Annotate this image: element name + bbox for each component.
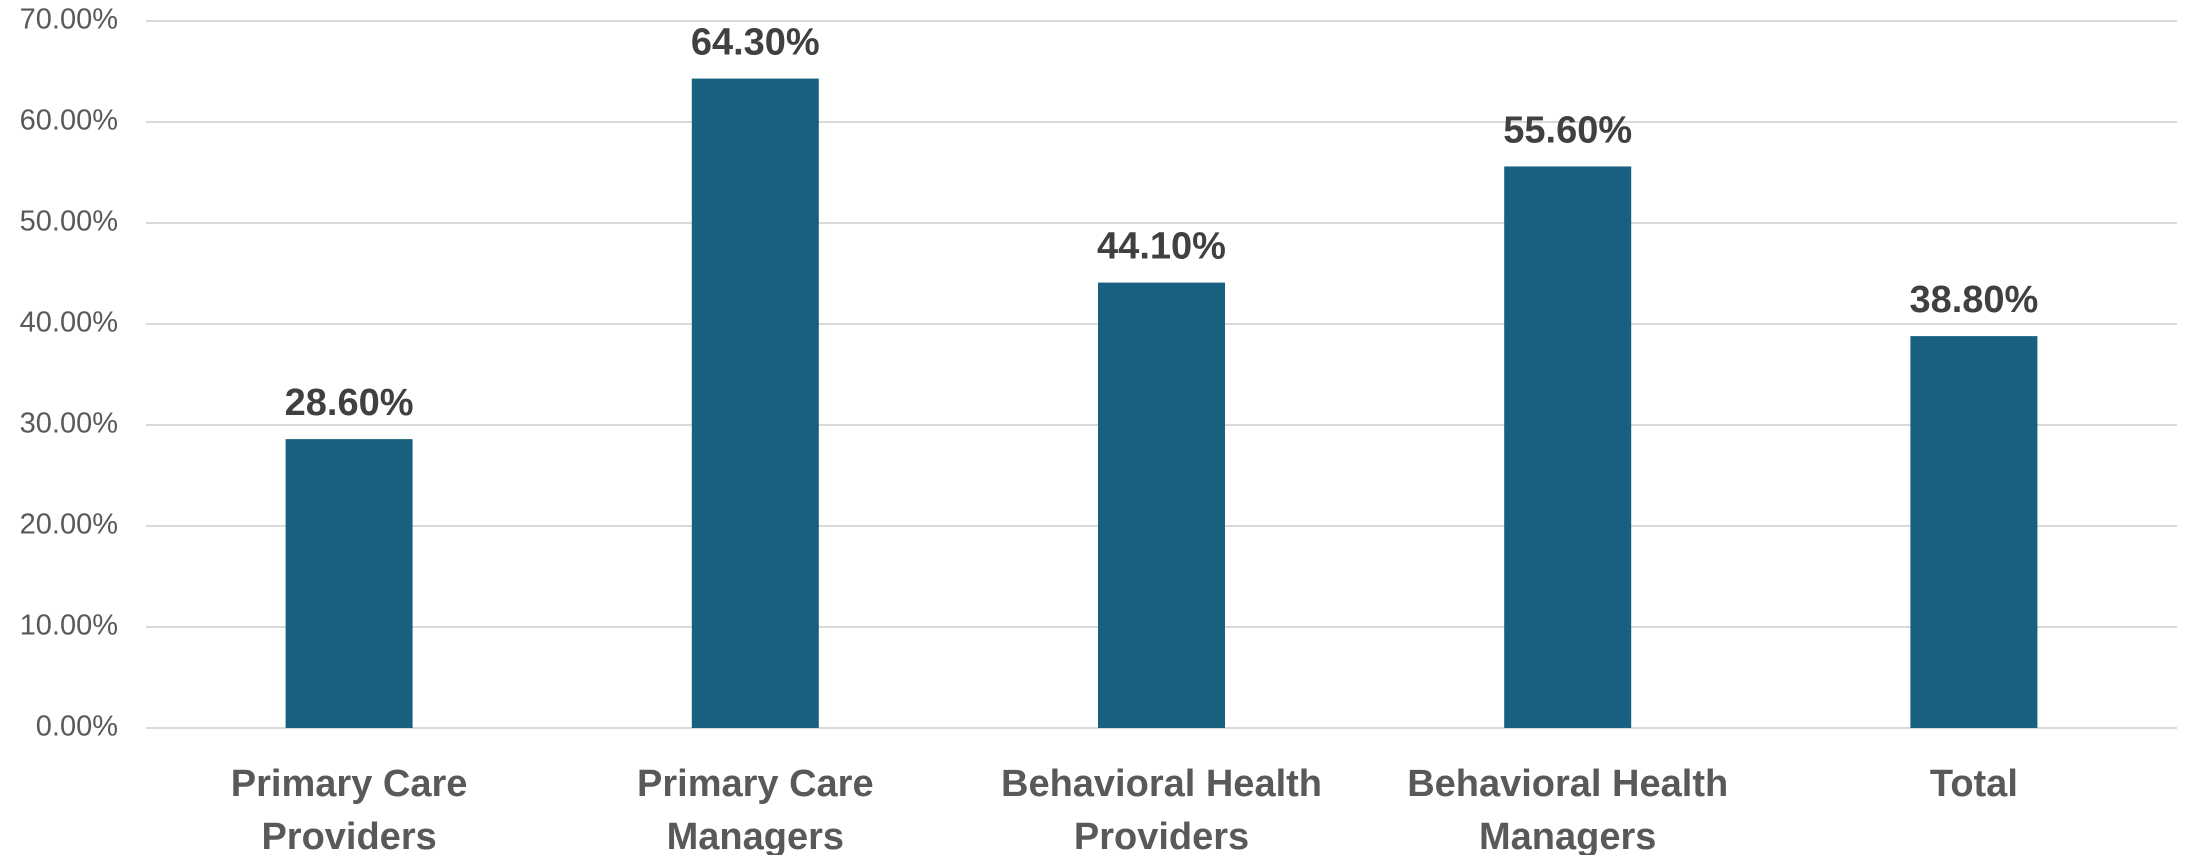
data-label: 28.60% bbox=[285, 382, 414, 424]
y-tick-label: 70.00% bbox=[20, 4, 118, 36]
bar bbox=[285, 439, 413, 728]
x-tick-label-line: Primary Care bbox=[231, 763, 468, 805]
x-tick-label: Total bbox=[1930, 763, 2018, 805]
data-label: 64.30% bbox=[691, 22, 820, 64]
bar bbox=[1098, 282, 1225, 728]
x-tick-label-line: Managers bbox=[1479, 816, 1656, 855]
x-tick-label: Behavioral Health Providers bbox=[1001, 763, 1322, 855]
bars bbox=[285, 78, 2038, 728]
y-tick-label: 30.00% bbox=[20, 408, 118, 440]
x-tick-label-line: Total bbox=[1930, 763, 2018, 805]
bar bbox=[1504, 166, 1632, 728]
x-tick-label-line: Managers bbox=[667, 816, 844, 855]
data-labels: 28.60% 64.30% 44.10% 55.60% 38.80% bbox=[285, 22, 2039, 425]
y-tick-label: 60.00% bbox=[20, 105, 118, 137]
x-axis: Primary Care Providers Primary Care Manager… bbox=[231, 763, 2018, 855]
y-tick-label: 10.00% bbox=[20, 610, 118, 642]
x-tick-label-line: Primary Care bbox=[637, 763, 874, 805]
data-label: 55.60% bbox=[1503, 109, 1632, 151]
y-tick-label: 40.00% bbox=[20, 307, 118, 339]
data-label: 44.10% bbox=[1097, 226, 1226, 268]
x-tick-label-line: Behavioral Health bbox=[1407, 763, 1728, 805]
data-label: 38.80% bbox=[1909, 279, 2038, 321]
y-tick-label: 0.00% bbox=[36, 711, 118, 743]
x-tick-label-line: Providers bbox=[261, 816, 436, 855]
x-tick-label: Behavioral Health Managers bbox=[1407, 763, 1728, 855]
x-tick-label-line: Providers bbox=[1074, 816, 1249, 855]
y-tick-label: 50.00% bbox=[20, 206, 118, 238]
bar bbox=[691, 78, 819, 728]
x-tick-label-line: Behavioral Health bbox=[1001, 763, 1322, 805]
bar bbox=[1910, 336, 2038, 728]
y-tick-label: 20.00% bbox=[20, 509, 118, 541]
y-axis: 0.00% 10.00% 20.00% 30.00% 40.00% 50.00% 60.00… bbox=[20, 4, 118, 743]
x-tick-label: Primary Care Managers bbox=[637, 763, 874, 855]
x-tick-label: Primary Care Providers bbox=[231, 763, 468, 855]
